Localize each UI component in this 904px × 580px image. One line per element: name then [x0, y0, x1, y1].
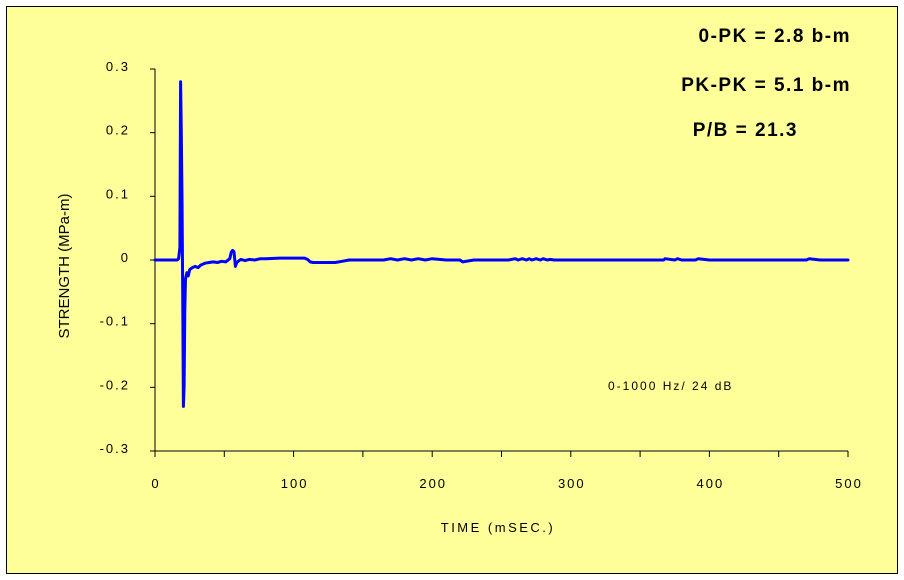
y-axis-title: STRENGTH (MPa-m) — [56, 194, 73, 339]
axes — [150, 68, 849, 457]
y-tick-label: -0.1 — [100, 314, 130, 329]
x-tick-label: 300 — [558, 476, 586, 491]
series-layer — [153, 80, 850, 408]
x-tick-label: 500 — [835, 476, 863, 491]
p-over-b-annotation: P/B = 21.3 — [693, 120, 798, 141]
x-tick-label: 0 — [151, 476, 160, 491]
tick-labels: 0.3 0.2 0.1 0 -0.1 -0.2 -0.3 0 100 200 300 400 500 — [100, 59, 863, 491]
y-tick-label: 0 — [121, 250, 130, 265]
y-tick-label: -0.3 — [100, 441, 130, 456]
peak-peak-annotation: PK-PK = 5.1 b-m — [681, 75, 851, 96]
x-tick-label: 200 — [419, 476, 447, 491]
y-tick-label: -0.2 — [100, 377, 130, 392]
x-axis-title: TIME (mSEC.) — [441, 520, 556, 535]
series-line — [153, 80, 850, 408]
x-tick-label: 400 — [697, 476, 725, 491]
y-tick-label: 0.2 — [106, 123, 130, 138]
zero-peak-annotation: 0-PK = 2.8 b-m — [699, 26, 851, 47]
bandwidth-annotation: 0-1000 Hz/ 24 dB — [608, 379, 733, 393]
y-tick-label: 0.1 — [106, 186, 130, 201]
x-tick-label: 100 — [281, 476, 309, 491]
y-tick-label: 0.3 — [106, 59, 130, 74]
